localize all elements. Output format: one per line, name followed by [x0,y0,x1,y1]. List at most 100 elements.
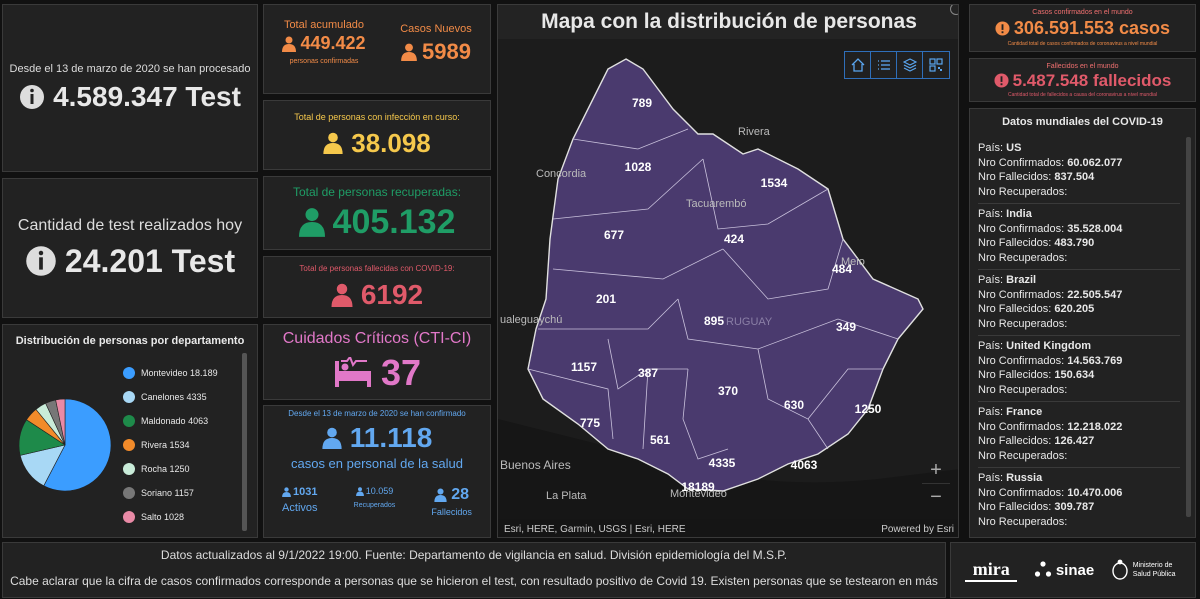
hospital-bed-icon [334,357,371,387]
count-durazno[interactable]: 895 [704,314,724,328]
count-lavalleja[interactable]: 630 [784,398,804,412]
country-name: Brazil [1006,274,1037,286]
legend-item[interactable]: Rocha 1250 [123,457,243,481]
accumulated-label: Total acumulado [283,19,365,31]
legend-name: Maldonado [141,416,186,426]
home-button[interactable] [845,52,871,78]
country-deaths: 837.504 [1054,171,1095,183]
country-row[interactable]: País: US Nro Confirmados: 60.062.077 Nro… [978,138,1180,204]
department-borders [527,128,899,460]
legend-item[interactable]: Canelones 4335 [123,385,243,409]
count-san-jose[interactable]: 561 [650,433,670,447]
country-recovered: Nro Recuperados: [978,449,1068,462]
count-flores[interactable]: 387 [638,366,658,380]
legend-dot [123,391,135,403]
logos-panel: mira sinae Ministerio de Salud Pública [950,542,1196,598]
place-uruguay: RUGUAY [726,316,773,328]
person-icon [298,208,325,237]
mira-logo[interactable]: mira [965,559,1018,582]
country-list: País: US Nro Confirmados: 60.062.077 Nro… [970,138,1180,534]
legend-item[interactable]: Salto 1028 [123,505,243,529]
tests-today-value: 24.201 Test [64,242,236,279]
world-deaths-sub: Cantidad total de fallecidos a causa del… [1008,91,1157,98]
country-recovered: Nro Recuperados: [978,383,1068,396]
critical-value: 37 [380,352,422,393]
country-deaths: 309.787 [1054,501,1095,513]
person-icon [401,43,417,61]
count-colonia[interactable]: 775 [580,416,600,430]
deaths-label: Nro Fallecidos: [978,171,1052,183]
map-panel[interactable]: Mapa con la distribución de personas Riv… [497,4,959,538]
legend-value: 1157 [174,488,194,498]
zoom-in-button[interactable]: + [930,459,942,481]
count-montevideo[interactable]: 18189 [681,480,715,494]
qr-button[interactable] [923,52,949,78]
layers-button[interactable] [897,52,923,78]
world-confirmed-panel: Casos confirmados en el mundo 306.591.55… [969,4,1196,52]
country-label: País: [978,142,1004,154]
country-row[interactable]: País: France Nro Confirmados: 12.218.022… [978,402,1180,468]
country-recovered: Nro Recuperados: [978,185,1068,198]
person-icon [282,487,291,497]
distribution-scrollbar[interactable] [242,353,247,531]
recovered-label: Total de personas recuperadas: [292,184,462,199]
count-artigas[interactable]: 789 [632,96,652,110]
zoom-out-button[interactable]: − [922,483,950,509]
legend-dot [123,511,135,523]
country-row[interactable]: País: Russia Nro Confirmados: 10.470.006… [978,468,1180,534]
count-rocha[interactable]: 1250 [855,402,882,416]
count-tacuarembo[interactable]: 424 [724,232,744,246]
legend-item[interactable]: Rivera 1534 [123,433,243,457]
place-gualeguaychu: ualeguaychú [500,314,562,326]
world-deaths-label: Fallecidos en el mundo [1046,62,1119,70]
country-label: País: [978,406,1004,418]
legend-item[interactable]: Soriano 1157 [123,481,243,505]
count-cerro-largo[interactable]: 484 [832,262,852,276]
person-icon [282,36,297,52]
world-data-scrollbar[interactable] [1186,137,1191,517]
fullscreen-button[interactable] [950,5,958,15]
tests-today-label: Cantidad de test realizados hoy [17,216,243,234]
world-deaths-panel: Fallecidos en el mundo 5.487.548 falleci… [969,58,1196,102]
deaths-label: Nro Fallecidos: [978,303,1052,315]
count-paysandu[interactable]: 677 [604,228,624,242]
count-salto[interactable]: 1028 [625,160,652,174]
pie-slice-salto[interactable] [55,398,66,446]
deaths-label: Nro Fallecidos: [978,369,1052,381]
legend-item[interactable]: Maldonado 4063 [123,409,243,433]
count-soriano[interactable]: 1157 [571,360,597,374]
legend-value: 4063 [188,416,209,426]
country-row[interactable]: País: United Kingdom Nro Confirmados: 14… [978,336,1180,402]
sinae-logo[interactable]: sinae [1034,561,1094,579]
world-data-panel: Datos mundiales del COVID-19 País: US Nr… [969,108,1196,538]
country-row[interactable]: País: India Nro Confirmados: 35.528.004 … [978,204,1180,270]
count-rio-negro[interactable]: 201 [596,292,616,306]
country-label: País: [978,274,1004,286]
count-treinta-y-tres[interactable]: 349 [836,320,856,334]
health-fallecidos-label: Fallecidos [431,507,472,517]
map-canvas[interactable]: Rivera Concordia Tacuarembó Melo ualegua… [498,39,959,538]
count-maldonado[interactable]: 4063 [791,458,818,472]
map-title: Mapa con la distribución de personas [498,5,958,39]
legend-value: 4335 [186,392,207,402]
ministerio-logo[interactable]: Ministerio de Salud Pública [1111,559,1181,581]
powered-by-esri[interactable]: Powered by Esri [881,523,954,535]
count-rivera[interactable]: 1534 [761,176,788,190]
world-confirmed-label: Casos confirmados en el mundo [1032,9,1133,16]
legend-item[interactable]: Montevideo 18.189 [123,361,243,385]
home-icon [851,58,864,72]
pie-slice-montevideo[interactable] [43,398,112,492]
attribution-text[interactable]: Esri, HERE, Garmin, USGS | Esri, HERE [504,523,686,535]
active-label: Total de personas con infección en curso… [294,111,460,122]
legend-dot [123,439,135,451]
country-confirmed: 12.218.022 [1067,420,1123,433]
country-row[interactable]: País: Brazil Nro Confirmados: 22.505.547… [978,270,1180,336]
health-activos-label: Activos [282,502,318,514]
legend-dot [123,463,135,475]
place-montevideo: Montevideo [670,488,727,500]
count-canelones[interactable]: 4335 [709,456,736,470]
health-fallecidos: 28 Fallecidos [431,486,472,517]
legend-button[interactable] [871,52,897,78]
deaths-label: Nro Fallecidos: [978,237,1052,249]
count-florida[interactable]: 370 [718,384,738,398]
